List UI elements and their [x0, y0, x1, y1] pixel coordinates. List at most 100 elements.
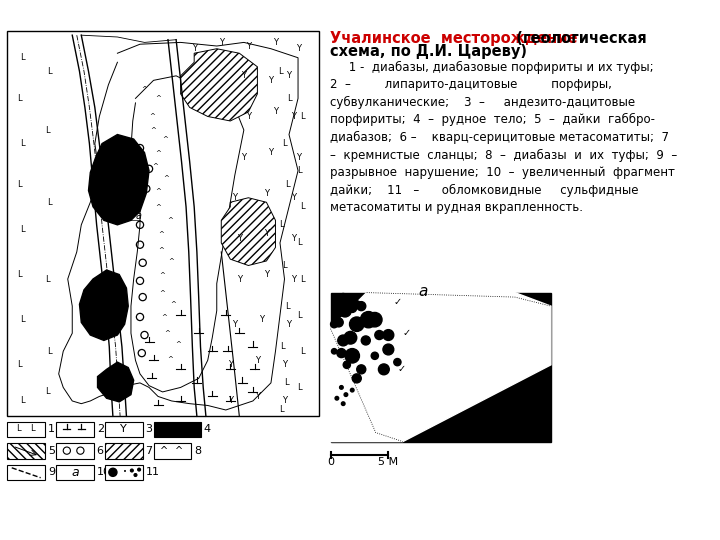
Bar	[153, 443, 192, 459]
Text: L: L	[48, 198, 52, 207]
Circle shape	[361, 335, 372, 346]
Circle shape	[369, 313, 381, 326]
Text: Y: Y	[233, 193, 238, 202]
Text: Y: Y	[264, 230, 269, 238]
Text: 10: 10	[96, 467, 111, 477]
Bar	[153, 422, 200, 437]
Text: ^: ^	[161, 446, 168, 456]
Text: •: •	[122, 469, 127, 475]
Circle shape	[330, 321, 338, 328]
Text: 0: 0	[327, 457, 334, 468]
Text: ^: ^	[167, 217, 173, 224]
Text: Y: Y	[264, 270, 269, 279]
Text: L: L	[297, 238, 302, 247]
Bar	[105, 443, 143, 459]
Text: L: L	[30, 424, 35, 434]
Text: 2: 2	[96, 424, 104, 434]
Text: a: a	[135, 211, 141, 221]
Circle shape	[333, 294, 342, 303]
Bar	[56, 465, 94, 481]
Text: ✓: ✓	[402, 328, 410, 338]
Text: Y: Y	[291, 112, 296, 121]
Text: 8: 8	[194, 446, 202, 456]
Circle shape	[353, 321, 361, 328]
Text: (геологическая: (геологическая	[505, 31, 647, 46]
Circle shape	[340, 293, 347, 301]
Text: ^: ^	[175, 446, 183, 456]
Text: Y: Y	[295, 44, 300, 53]
Text: ^: ^	[150, 127, 156, 133]
Text: Y: Y	[259, 315, 264, 324]
Text: L: L	[284, 379, 289, 387]
Text: ^: ^	[175, 341, 181, 347]
Text: L: L	[297, 166, 302, 175]
Circle shape	[375, 330, 384, 340]
Text: Y: Y	[269, 148, 274, 157]
Text: ^: ^	[153, 163, 158, 169]
Text: 1: 1	[48, 424, 55, 434]
Text: 4: 4	[203, 424, 210, 434]
Text: ^: ^	[155, 150, 161, 156]
Text: L: L	[20, 225, 25, 234]
Bar	[56, 443, 94, 459]
Text: Y: Y	[282, 396, 287, 406]
Text: L: L	[20, 315, 25, 324]
Circle shape	[334, 346, 348, 360]
Text: ^: ^	[168, 258, 174, 264]
Text: L: L	[287, 94, 292, 103]
Circle shape	[335, 396, 338, 400]
Text: Y: Y	[219, 38, 224, 47]
Text: Учалинское  месторождение: Учалинское месторождение	[330, 31, 577, 46]
Text: 3: 3	[145, 424, 153, 434]
Text: Y: Y	[291, 234, 296, 243]
Text: ✓: ✓	[393, 296, 402, 307]
Bar	[7, 443, 45, 459]
Text: L: L	[300, 347, 305, 356]
Text: L: L	[16, 424, 20, 434]
Text: L: L	[297, 383, 302, 392]
Text: Y: Y	[273, 38, 278, 47]
Text: L: L	[285, 180, 289, 188]
Bar	[56, 422, 94, 437]
Text: Y: Y	[246, 42, 251, 51]
Circle shape	[109, 468, 117, 476]
Circle shape	[352, 374, 361, 383]
Circle shape	[361, 312, 377, 328]
Bar	[7, 31, 319, 416]
Text: a: a	[71, 466, 78, 479]
Text: Y: Y	[273, 107, 278, 117]
Text: Y: Y	[255, 392, 260, 401]
Circle shape	[334, 318, 343, 327]
Text: Y: Y	[233, 320, 238, 329]
Text: Y: Y	[295, 153, 300, 161]
Circle shape	[340, 386, 343, 389]
Text: a: a	[418, 284, 428, 299]
Text: ^: ^	[155, 96, 161, 102]
Text: L: L	[278, 67, 282, 76]
Text: 11: 11	[145, 467, 159, 477]
Text: Y: Y	[291, 193, 296, 202]
Text: L: L	[48, 347, 52, 356]
Text: Y: Y	[287, 320, 292, 329]
Text: L: L	[48, 67, 52, 76]
Text: L: L	[17, 270, 22, 279]
Text: ^: ^	[158, 231, 163, 237]
Text: L: L	[45, 274, 49, 284]
Text: L: L	[20, 396, 25, 406]
Circle shape	[345, 349, 359, 363]
Text: Y: Y	[120, 424, 127, 434]
Text: ^: ^	[160, 272, 166, 278]
Circle shape	[356, 301, 366, 312]
Text: ^: ^	[155, 187, 161, 193]
Text: Y: Y	[255, 356, 260, 365]
Text: Y: Y	[282, 360, 287, 369]
Circle shape	[356, 365, 366, 374]
Bar	[105, 422, 143, 437]
Circle shape	[130, 469, 133, 472]
Text: L: L	[300, 112, 305, 121]
Text: ✓: ✓	[398, 364, 406, 374]
Polygon shape	[330, 293, 551, 442]
Text: L: L	[279, 220, 284, 230]
Text: L: L	[282, 261, 287, 270]
Circle shape	[379, 364, 390, 375]
